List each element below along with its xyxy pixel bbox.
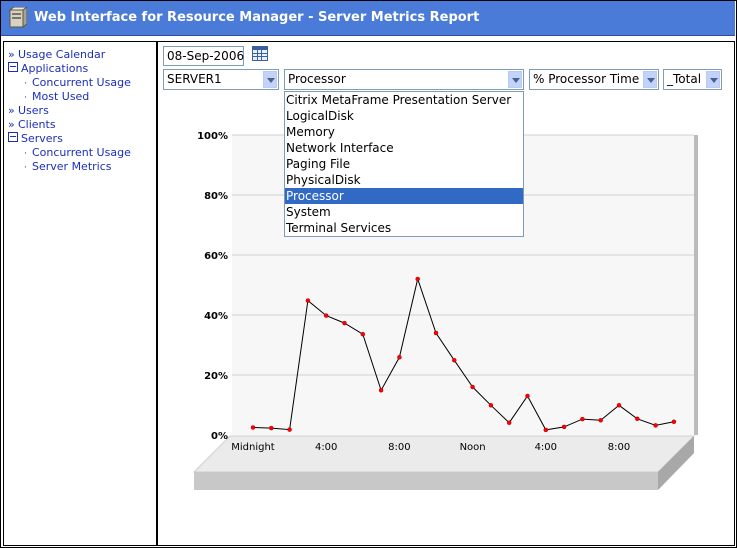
data-point xyxy=(561,424,567,430)
date-field[interactable]: 08-Sep-2006 xyxy=(163,46,244,66)
bullet-icon: · xyxy=(24,149,27,159)
chevron-down-icon[interactable] xyxy=(643,71,657,88)
sidebar-item-label[interactable]: Usage Calendar xyxy=(18,48,106,61)
dropdown-option[interactable]: Network Interface xyxy=(286,141,394,155)
sidebar-item-concurrent-usage[interactable]: · Concurrent Usage xyxy=(24,76,131,89)
sidebar-nav: » Usage Calendar Applications · Concurrent U… xyxy=(3,41,157,546)
sidebar-item-users[interactable]: » Users xyxy=(8,104,49,117)
dropdown-option[interactable]: Memory xyxy=(286,125,335,139)
dropdown-option[interactable]: Processor xyxy=(285,188,523,204)
sidebar-item-applications[interactable]: Applications xyxy=(8,62,88,75)
instance-select[interactable]: _Total xyxy=(663,69,722,90)
y-tick-label: 100% xyxy=(197,131,228,142)
data-point xyxy=(580,416,585,422)
x-tick-label: Midnight xyxy=(231,442,275,453)
sidebar-item-most-used[interactable]: · Most Used xyxy=(24,90,89,103)
sidebar-item-label[interactable]: Servers xyxy=(21,132,63,145)
data-point xyxy=(415,276,420,282)
sidebar-item-server-metrics[interactable]: · Server Metrics xyxy=(24,160,112,173)
data-point xyxy=(598,418,603,423)
dropdown-option[interactable]: System xyxy=(286,205,331,219)
dropdown-option[interactable]: Paging File xyxy=(286,157,351,171)
counter-select-value: % Processor Time xyxy=(533,72,640,86)
expand-icon[interactable]: » xyxy=(8,104,15,117)
collapse-icon[interactable] xyxy=(8,132,18,142)
collapse-icon[interactable] xyxy=(8,62,18,72)
data-point xyxy=(525,393,530,399)
calendar-icon[interactable] xyxy=(252,46,268,61)
series-line xyxy=(252,277,674,431)
data-point xyxy=(635,416,640,422)
sidebar-item-label[interactable]: Users xyxy=(18,104,49,117)
sidebar-item-clients[interactable]: » Clients xyxy=(8,118,56,131)
data-point xyxy=(305,298,311,303)
data-point xyxy=(323,313,329,318)
object-dropdown-list[interactable]: Citrix MetaFrame Presentation Server Logi… xyxy=(284,91,524,237)
chevron-down-icon[interactable] xyxy=(706,71,720,88)
y-tick-label: 60% xyxy=(204,251,228,262)
y-tick-label: 40% xyxy=(204,311,228,322)
expand-icon[interactable]: » xyxy=(8,118,15,131)
dropdown-option[interactable]: PhysicalDisk xyxy=(286,173,361,187)
expand-icon[interactable]: » xyxy=(8,48,15,61)
sidebar-item-label[interactable]: Server Metrics xyxy=(32,160,112,173)
date-value: 08-Sep-2006 xyxy=(167,49,245,63)
instance-select-value: _Total xyxy=(667,72,702,86)
sidebar-item-usage-calendar[interactable]: » Usage Calendar xyxy=(8,48,105,61)
data-point xyxy=(378,388,384,393)
data-point xyxy=(269,425,274,431)
data-point xyxy=(433,330,439,336)
sidebar-item-label[interactable]: Most Used xyxy=(32,90,90,103)
data-point xyxy=(653,423,658,428)
data-point xyxy=(616,403,622,408)
y-tick-label: 20% xyxy=(204,371,228,382)
sidebar-item-label[interactable]: Concurrent Usage xyxy=(32,76,131,89)
chevron-down-icon[interactable] xyxy=(508,71,522,88)
bullet-icon: · xyxy=(24,79,27,89)
title-bar: Web Interface for Resource Manager - Ser… xyxy=(1,1,735,36)
server-select[interactable]: SERVER1 xyxy=(163,69,279,90)
data-point xyxy=(287,427,292,432)
server-select-value: SERVER1 xyxy=(167,72,222,86)
data-point xyxy=(488,403,494,408)
bullet-icon: · xyxy=(24,163,27,173)
sidebar-item-label[interactable]: Applications xyxy=(21,62,89,75)
data-point xyxy=(506,420,512,425)
object-select-value: Processor xyxy=(288,72,346,86)
sidebar-item-concurrent-usage[interactable]: · Concurrent Usage xyxy=(24,146,131,159)
dropdown-option[interactable]: Citrix MetaFrame Presentation Server xyxy=(286,93,512,107)
sidebar-item-label[interactable]: Clients xyxy=(18,118,56,131)
data-point xyxy=(543,427,549,433)
x-tick-label: 4:00 xyxy=(535,442,557,453)
data-point xyxy=(470,384,475,390)
sidebar-item-label[interactable]: Concurrent Usage xyxy=(32,146,131,159)
x-tick-label: 4:00 xyxy=(315,442,337,453)
x-tick-label: 8:00 xyxy=(608,442,630,453)
bullet-icon: · xyxy=(24,93,27,103)
counter-select[interactable]: % Processor Time xyxy=(529,69,659,90)
sidebar-item-servers[interactable]: Servers xyxy=(8,132,63,145)
x-tick-label: 8:00 xyxy=(388,442,410,453)
data-point xyxy=(397,355,402,360)
y-tick-label: 0% xyxy=(211,431,228,442)
data-point xyxy=(671,419,677,425)
y-tick-label: 80% xyxy=(204,191,228,202)
window-title: Web Interface for Resource Manager - Ser… xyxy=(34,10,480,25)
server-icon xyxy=(8,7,27,28)
data-point xyxy=(342,320,347,326)
data-point xyxy=(360,331,366,337)
dropdown-option[interactable]: Terminal Services xyxy=(286,221,392,235)
dropdown-option[interactable]: LogicalDisk xyxy=(286,109,354,123)
data-point xyxy=(250,425,256,430)
object-select[interactable]: Processor xyxy=(284,69,524,90)
chevron-down-icon[interactable] xyxy=(263,71,277,88)
data-point xyxy=(452,358,457,363)
x-tick-label: Noon xyxy=(460,442,486,453)
main-panel xyxy=(157,41,735,546)
